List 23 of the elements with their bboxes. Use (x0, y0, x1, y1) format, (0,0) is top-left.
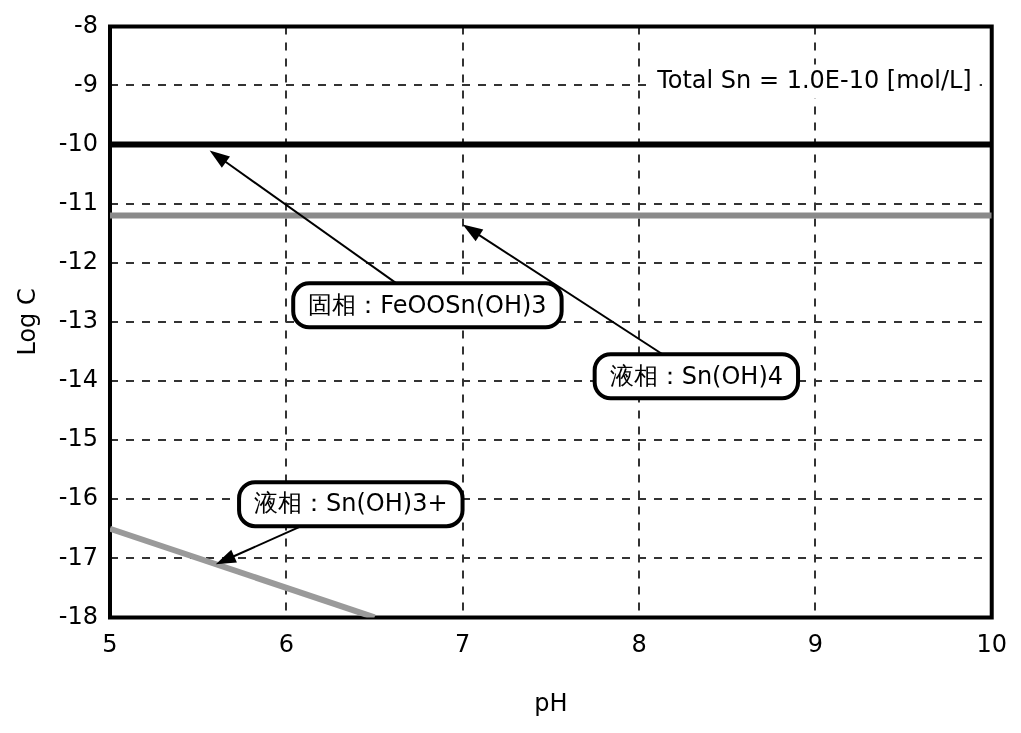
annotation: 固相：FeOOSn(OH)3 (308, 290, 547, 319)
y-tick-label: -13 (58, 306, 98, 335)
x-tick-label: 10 (976, 630, 1007, 659)
annotation: 液相：Sn(OH)4 (609, 361, 784, 390)
y-tick-label: -14 (58, 365, 98, 394)
y-tick-label: -9 (74, 69, 98, 98)
x-tick-label: 7 (455, 630, 471, 659)
y-tick-label: -18 (58, 601, 98, 630)
y-tick-label: -16 (58, 483, 98, 512)
y-axis-title: Log C (12, 288, 41, 356)
x-tick-label: 8 (631, 630, 647, 659)
y-tick-label: -17 (58, 542, 98, 571)
y-tick-label: -12 (58, 247, 98, 276)
annotation: 液相：Sn(OH)3+ (254, 489, 448, 518)
y-tick-label: -15 (58, 424, 98, 453)
x-axis-title: pH (534, 688, 568, 717)
y-tick-label: -10 (58, 128, 98, 157)
x-tick-label: 9 (807, 630, 824, 659)
annotation: Total Sn = 1.0E-10 [mol/L] (656, 65, 972, 94)
x-tick-label: 6 (278, 630, 294, 659)
y-tick-label: -11 (58, 187, 98, 216)
x-tick-label: 5 (102, 630, 118, 659)
y-tick-label: -8 (74, 10, 98, 39)
